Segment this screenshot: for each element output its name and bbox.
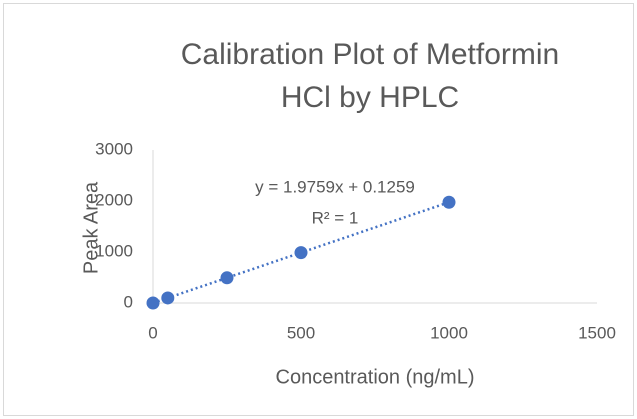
chart-border	[3, 3, 634, 416]
data-point	[146, 296, 160, 310]
data-point	[442, 195, 456, 209]
x-tick-label: 0	[148, 323, 157, 342]
x-tick-label: 1500	[578, 323, 616, 342]
chart-title: Calibration Plot of Metformin HCl by HPL…	[180, 38, 560, 114]
data-point	[220, 271, 234, 285]
y-tick-label: 3000	[95, 139, 133, 158]
x-tick-label: 500	[287, 323, 315, 342]
x-axis-label: Concentration (ng/mL)	[276, 366, 475, 388]
x-tick-label: 1000	[430, 323, 468, 342]
y-tick-label: 2000	[95, 190, 133, 209]
data-point	[294, 246, 308, 260]
y-tick-label: 0	[124, 292, 133, 311]
y-axis-label: Peak Area	[80, 181, 102, 274]
data-point	[161, 291, 175, 305]
trendline-equation: y = 1.9759x + 0.1259	[255, 177, 415, 196]
y-tick-label: 1000	[95, 241, 133, 260]
r-squared: R² = 1	[312, 208, 359, 227]
